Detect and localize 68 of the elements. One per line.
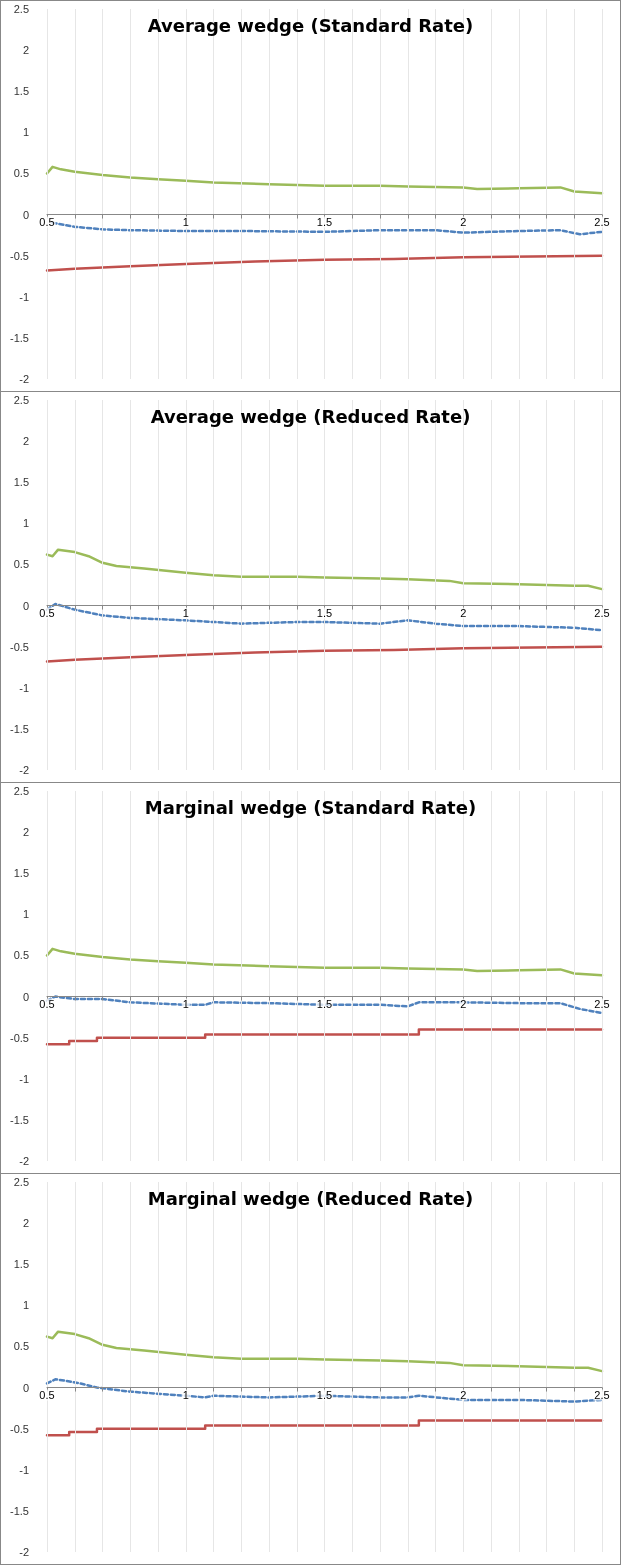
- y-tick-label: -1.5: [10, 331, 29, 344]
- chart-title: Average wedge (Standard Rate): [147, 14, 474, 36]
- y-tick-label: 2.5: [13, 1176, 29, 1188]
- y-tick-label: 0.5: [13, 949, 29, 962]
- x-tick-label: 2: [460, 216, 467, 229]
- x-tick-label: 1.5: [316, 607, 333, 620]
- x-tick-label: 1.5: [316, 216, 333, 229]
- y-tick-label: -2: [19, 373, 29, 385]
- y-tick-label: 2: [22, 1217, 29, 1230]
- chart-title: Marginal wedge (Reduced Rate): [147, 1187, 474, 1209]
- x-tick-label: 2.5: [594, 998, 610, 1011]
- y-tick-label: -1.5: [10, 1113, 29, 1126]
- y-tick-label: -1: [19, 290, 29, 303]
- line-series: [45, 645, 604, 663]
- y-tick-label: 2.5: [13, 785, 29, 797]
- y-tick-label: 1.5: [13, 85, 29, 98]
- y-tick-label: 0.5: [13, 558, 29, 571]
- y-tick-label: -0.5: [10, 249, 29, 262]
- x-tick-label: 0.5: [39, 998, 55, 1011]
- x-tick-label: 1: [182, 607, 189, 620]
- y-tick-label: 0.5: [13, 1340, 29, 1353]
- y-tick-label: -1.5: [10, 722, 29, 735]
- x-tick-label: 2: [460, 1389, 467, 1402]
- line-series: [45, 254, 604, 272]
- y-tick-label: -2: [19, 1155, 29, 1167]
- y-tick-label: -0.5: [10, 1422, 29, 1435]
- x-tick-label: 0.5: [39, 1389, 55, 1402]
- chart-title: Marginal wedge (Standard Rate): [144, 796, 477, 818]
- y-tick-label: 1.5: [13, 476, 29, 489]
- x-tick-label: 0.5: [39, 607, 55, 620]
- x-tick-label: 1: [182, 216, 189, 229]
- x-tick-label: 2.5: [594, 1389, 610, 1402]
- x-tick-label: 2.5: [594, 216, 610, 229]
- x-tick-label: 2: [460, 998, 467, 1011]
- x-tick-label: 0.5: [39, 216, 55, 229]
- y-tick-label: 1.5: [13, 867, 29, 880]
- line-series: [45, 947, 604, 977]
- y-tick-label: 1: [22, 1299, 29, 1312]
- y-tick-label: 2.5: [13, 394, 29, 406]
- y-tick-label: -1: [19, 1072, 29, 1085]
- line-series: [45, 548, 604, 591]
- y-tick-label: 1: [22, 126, 29, 139]
- line-series: [45, 1330, 604, 1373]
- y-tick-label: 0: [22, 1381, 29, 1394]
- y-tick-label: 2: [22, 435, 29, 448]
- y-tick-label: 0: [22, 599, 29, 612]
- y-tick-label: -0.5: [10, 640, 29, 653]
- chart-title: Average wedge (Reduced Rate): [150, 405, 471, 427]
- y-tick-label: 0: [22, 990, 29, 1003]
- y-tick-label: 2.5: [13, 3, 29, 15]
- x-tick-label: 1: [182, 1389, 189, 1402]
- y-tick-label: -0.5: [10, 1031, 29, 1044]
- y-tick-label: -1.5: [10, 1504, 29, 1517]
- y-tick-label: 1: [22, 517, 29, 530]
- y-tick-label: 2: [22, 44, 29, 57]
- line-series: [45, 165, 604, 195]
- y-tick-label: 0: [22, 208, 29, 221]
- y-tick-label: 1.5: [13, 1258, 29, 1271]
- y-tick-label: 0.5: [13, 167, 29, 180]
- x-tick-label: 2.5: [594, 607, 610, 620]
- y-tick-label: -1: [19, 1463, 29, 1476]
- y-tick-label: -2: [19, 764, 29, 776]
- y-tick-label: 2: [22, 826, 29, 839]
- y-tick-label: -1: [19, 681, 29, 694]
- y-tick-label: -2: [19, 1546, 29, 1558]
- y-tick-label: 1: [22, 908, 29, 921]
- x-tick-label: 2: [460, 607, 467, 620]
- x-tick-label: 1: [182, 998, 189, 1011]
